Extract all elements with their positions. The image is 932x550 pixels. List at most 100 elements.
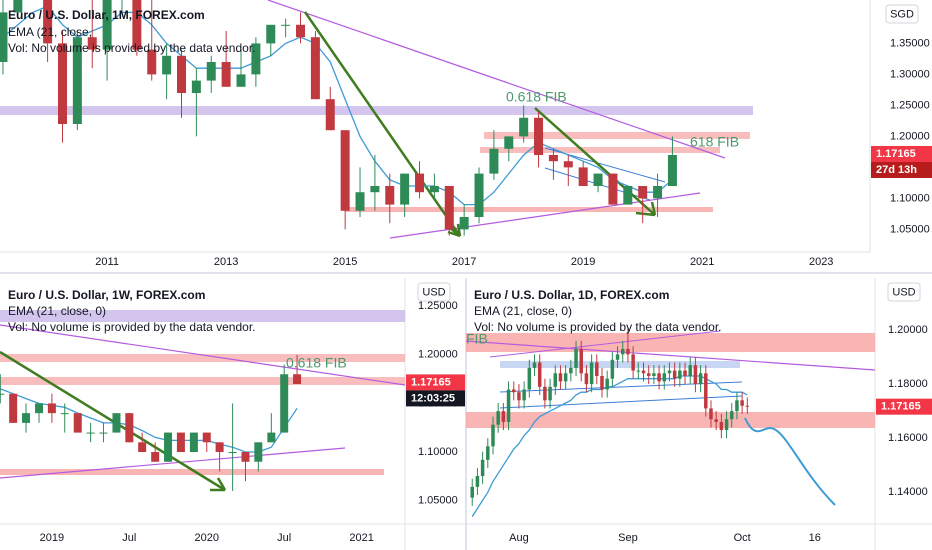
- candle-body: [683, 370, 687, 376]
- price-tag: [406, 374, 465, 391]
- candle-body: [35, 403, 44, 414]
- arrow-head: [635, 201, 657, 217]
- arrow: [534, 107, 656, 216]
- candle-body: [501, 411, 506, 422]
- candle-body: [480, 459, 485, 477]
- zone: [0, 310, 405, 322]
- candle-body: [0, 12, 8, 62]
- zone: [0, 106, 753, 115]
- indicator-label: EMA (21, close,: [8, 25, 92, 39]
- y-tick-label: 1.25000: [418, 300, 458, 312]
- price-tag-label: 1.17165: [411, 376, 451, 388]
- candle-body: [636, 370, 641, 372]
- candle-body: [281, 24, 291, 26]
- channel-line: [499, 395, 743, 409]
- trend-line: [267, 0, 726, 159]
- candle-body: [626, 348, 630, 355]
- candle-body: [189, 432, 198, 453]
- candle-body: [662, 373, 667, 382]
- currency-label: USD: [422, 286, 445, 298]
- x-tick-label: 2015: [333, 256, 357, 268]
- candle-body: [9, 393, 18, 423]
- candles: [470, 327, 750, 517]
- price-tag-label: 1.17165: [881, 401, 921, 413]
- candle-body: [489, 148, 499, 174]
- candle-body: [667, 370, 672, 374]
- candle-body: [563, 161, 573, 168]
- zone: [0, 469, 384, 475]
- candle-body: [385, 186, 395, 205]
- price-tag: [871, 145, 932, 162]
- candle-body: [355, 192, 365, 211]
- x-tick-label: 2013: [214, 256, 238, 268]
- candle-body: [608, 173, 618, 205]
- candle-body: [638, 186, 648, 199]
- candle-body: [22, 413, 31, 423]
- trend-line: [389, 192, 701, 239]
- candle-body: [236, 74, 246, 87]
- candle-body: [43, 0, 53, 44]
- candle-body: [698, 373, 703, 385]
- x-tick-label: Jul: [277, 532, 291, 544]
- currency-button[interactable]: [887, 282, 921, 302]
- candle-body: [459, 217, 469, 230]
- chart-title: Euro / U.S. Dollar, 1D, FOREX.com: [474, 288, 669, 302]
- y-tick-label: 1.16000: [888, 432, 928, 444]
- candle-body: [415, 173, 425, 193]
- x-tick-label: Sep: [618, 532, 638, 544]
- candle-body: [623, 186, 633, 205]
- candle-body: [400, 173, 410, 205]
- volume-note: Vol: No volume is provided by the data v…: [474, 320, 721, 334]
- y-tick-label: 1.35000: [890, 37, 930, 49]
- currency-button[interactable]: [885, 4, 919, 24]
- candle-body: [112, 413, 121, 433]
- candle-body: [652, 373, 656, 376]
- candle-body: [519, 117, 529, 137]
- candle-body: [745, 405, 750, 407]
- candle-body: [496, 411, 500, 425]
- x-tick-label: 2021: [349, 532, 373, 544]
- y-tick-label: 1.10000: [418, 446, 458, 458]
- zone: [466, 412, 875, 428]
- candle-body: [527, 367, 532, 390]
- candle-body: [47, 403, 56, 414]
- candle-body: [474, 173, 484, 217]
- candle-body: [578, 167, 588, 186]
- zone: [500, 361, 740, 368]
- candle-body: [653, 186, 663, 199]
- candle-body: [132, 0, 142, 50]
- candle-body: [709, 408, 713, 420]
- arrow-head: [447, 223, 462, 238]
- y-tick-label: 1.14000: [888, 486, 928, 498]
- candle-body: [579, 348, 583, 374]
- candle-body: [595, 362, 599, 376]
- annotation: 0.618 FIB: [506, 89, 567, 105]
- currency-button[interactable]: [417, 282, 451, 302]
- candle-body: [151, 452, 160, 462]
- zone: [480, 147, 720, 153]
- candle-body: [506, 389, 511, 422]
- candle-body: [254, 442, 263, 462]
- candle-body: [704, 373, 708, 409]
- candle-body: [13, 0, 23, 13]
- candle-body: [735, 400, 739, 412]
- zone: [0, 354, 405, 362]
- x-tick-label: Aug: [509, 532, 529, 544]
- candle-body: [470, 486, 474, 498]
- candle-body: [444, 186, 454, 230]
- candle-body: [266, 24, 276, 44]
- candle-body: [593, 173, 603, 186]
- candle-body: [73, 413, 82, 433]
- candle-body: [241, 452, 250, 462]
- candle-body: [176, 55, 186, 93]
- y-tick-label: 1.20000: [418, 349, 458, 361]
- x-tick-label: 2011: [95, 256, 119, 268]
- candle-body: [267, 432, 276, 443]
- candle-body: [678, 370, 682, 379]
- candle-body: [512, 389, 516, 393]
- candle-body: [251, 43, 261, 75]
- chart-title: Euro / U.S. Dollar, 1W, FOREX.com: [8, 288, 205, 302]
- candle-body: [325, 99, 335, 131]
- candle-body: [340, 130, 350, 211]
- candle-body: [102, 0, 112, 50]
